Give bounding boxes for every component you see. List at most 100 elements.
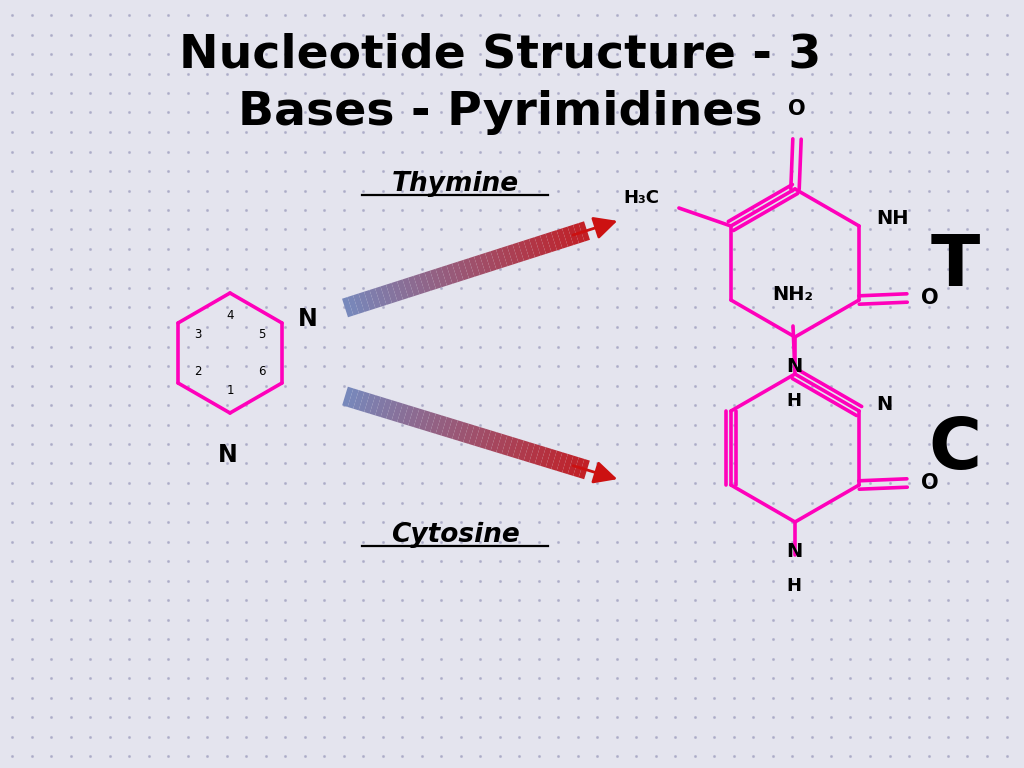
Point <box>744 106 761 118</box>
Point <box>238 165 254 177</box>
Point <box>706 204 722 216</box>
Point <box>101 340 118 353</box>
Point <box>686 9 702 22</box>
Point <box>179 145 196 157</box>
Point <box>453 68 469 80</box>
Point <box>706 184 722 197</box>
Point <box>940 554 956 567</box>
Point <box>82 458 98 470</box>
Point <box>492 282 508 294</box>
Point <box>433 223 450 236</box>
Point <box>783 438 800 450</box>
Point <box>414 535 430 548</box>
Point <box>43 458 59 470</box>
Point <box>43 691 59 703</box>
Point <box>257 204 273 216</box>
Point <box>706 691 722 703</box>
Point <box>940 672 956 684</box>
Point <box>959 496 976 508</box>
Point <box>803 145 819 157</box>
Point <box>492 438 508 450</box>
Point <box>296 360 312 372</box>
Point <box>667 243 683 255</box>
Point <box>43 145 59 157</box>
Point <box>492 145 508 157</box>
Point <box>121 419 137 431</box>
Point <box>823 730 840 743</box>
Point <box>62 477 79 489</box>
Point <box>843 652 859 664</box>
Point <box>472 711 488 723</box>
Point <box>160 184 176 197</box>
Point <box>725 438 741 450</box>
Point <box>257 399 273 411</box>
Point <box>140 243 157 255</box>
Point <box>783 399 800 411</box>
Point <box>140 419 157 431</box>
Point <box>921 223 937 236</box>
Point <box>686 458 702 470</box>
Point <box>628 438 644 450</box>
Point <box>160 711 176 723</box>
Point <box>160 594 176 606</box>
Point <box>414 360 430 372</box>
Point <box>686 652 702 664</box>
Point <box>550 672 566 684</box>
Point <box>979 28 995 41</box>
Point <box>433 126 450 138</box>
Point <box>550 223 566 236</box>
Point <box>394 28 411 41</box>
Point <box>492 399 508 411</box>
Point <box>686 145 702 157</box>
Point <box>414 614 430 626</box>
Point <box>375 730 391 743</box>
Point <box>550 594 566 606</box>
Point <box>121 594 137 606</box>
Point <box>4 614 20 626</box>
Point <box>492 535 508 548</box>
Point <box>862 652 879 664</box>
Point <box>882 48 898 60</box>
Point <box>492 594 508 606</box>
Point <box>940 711 956 723</box>
Point <box>530 554 547 567</box>
Point <box>843 730 859 743</box>
Point <box>530 48 547 60</box>
Point <box>940 87 956 99</box>
Point <box>569 750 586 762</box>
Point <box>296 438 312 450</box>
Point <box>82 477 98 489</box>
Point <box>257 9 273 22</box>
Point <box>783 419 800 431</box>
Point <box>43 243 59 255</box>
Point <box>706 28 722 41</box>
Point <box>199 730 215 743</box>
Point <box>803 750 819 762</box>
Point <box>530 223 547 236</box>
Point <box>296 223 312 236</box>
Point <box>862 633 879 645</box>
Point <box>472 691 488 703</box>
Point <box>276 379 293 392</box>
Point <box>453 282 469 294</box>
Point <box>414 574 430 587</box>
Point <box>453 321 469 333</box>
Point <box>140 28 157 41</box>
Point <box>257 321 273 333</box>
Point <box>706 68 722 80</box>
Point <box>375 496 391 508</box>
Point <box>608 419 625 431</box>
Point <box>530 87 547 99</box>
Point <box>921 87 937 99</box>
Point <box>608 184 625 197</box>
Point <box>940 399 956 411</box>
Point <box>882 321 898 333</box>
Point <box>921 672 937 684</box>
Point <box>628 184 644 197</box>
Point <box>354 106 371 118</box>
Point <box>492 379 508 392</box>
Point <box>783 535 800 548</box>
Point <box>43 535 59 548</box>
Point <box>511 340 527 353</box>
Point <box>433 438 450 450</box>
